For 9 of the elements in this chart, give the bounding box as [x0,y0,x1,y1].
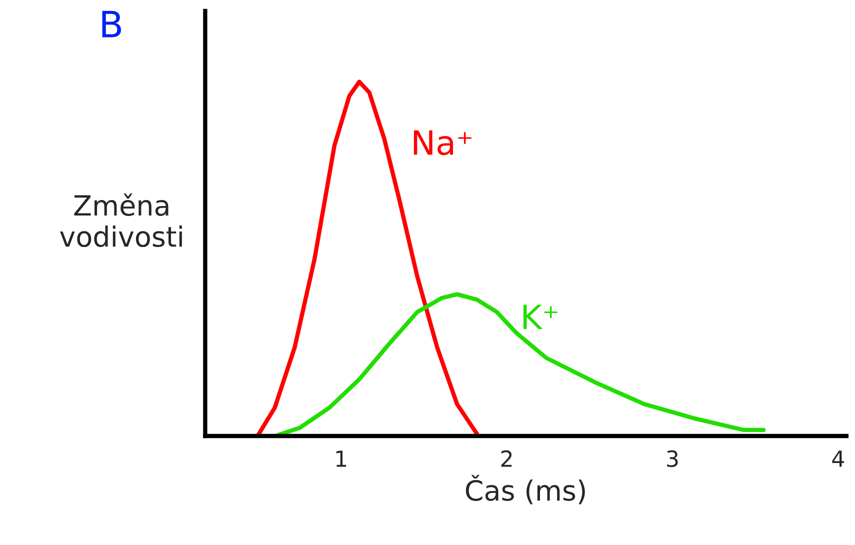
series-label: Na⁺ [414,130,472,156]
x-tick-label: 2 [501,450,512,467]
x-tick-label: 3 [667,450,678,468]
series-label: K⁺ [523,304,558,330]
x-axis-title: Čas (ms) [466,474,585,504]
x-tick-label: 4 [832,450,844,467]
x-tick-label: 1 [336,450,346,467]
y-axis-title: Změna vodivosti [60,193,182,248]
chart-title: B [102,10,121,38]
